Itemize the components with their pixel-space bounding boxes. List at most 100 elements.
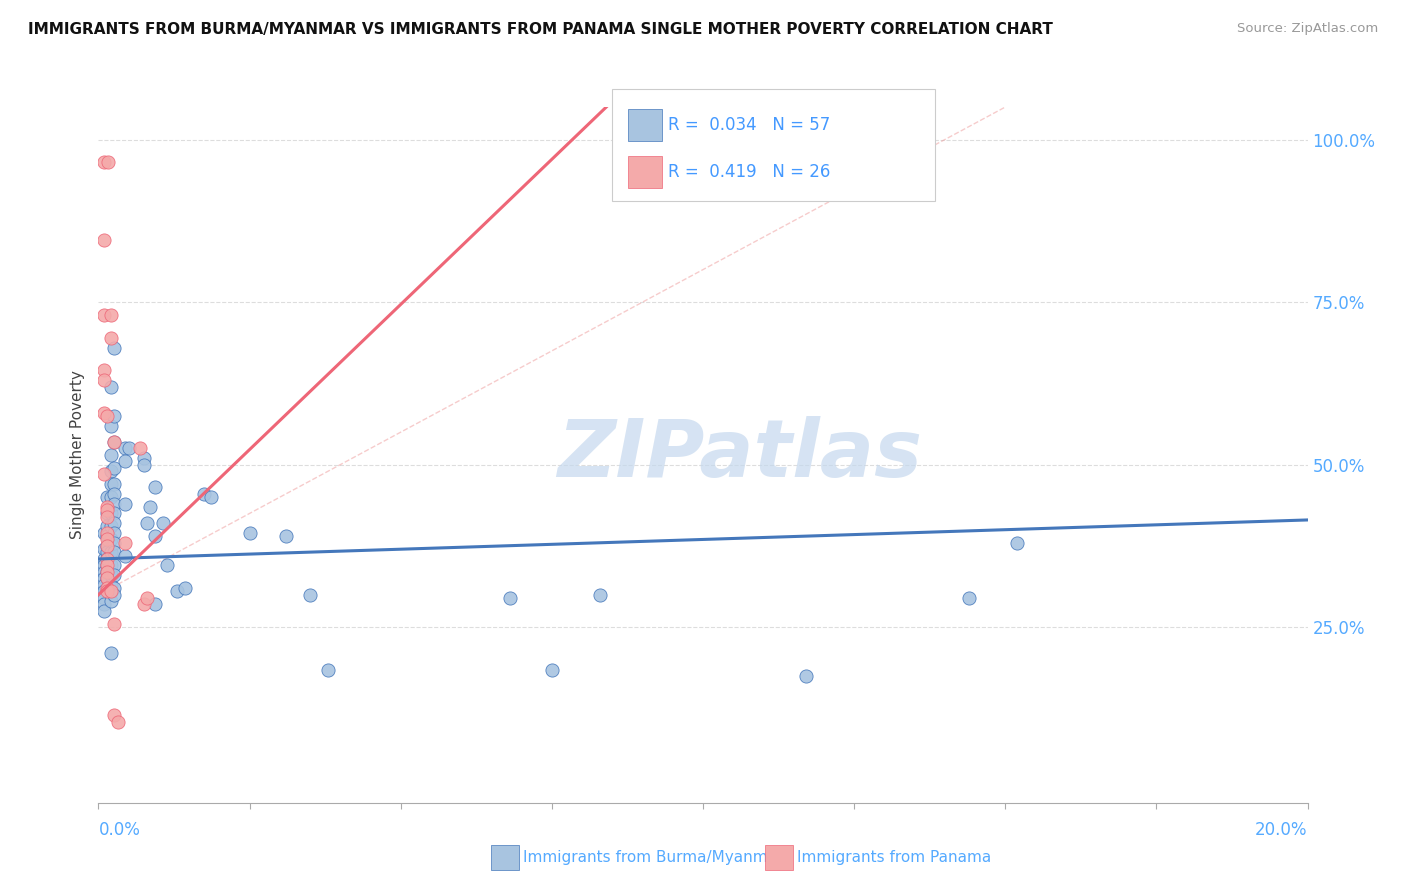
- Point: [103, 497, 125, 511]
- Text: Source: ZipAtlas.com: Source: ZipAtlas.com: [1237, 22, 1378, 36]
- Point: [114, 454, 136, 468]
- Point: [93, 467, 115, 482]
- Point: [103, 617, 125, 632]
- Point: [316, 663, 339, 677]
- Point: [93, 373, 115, 387]
- Point: [135, 591, 157, 605]
- Point: [174, 581, 197, 595]
- Point: [96, 529, 118, 543]
- Point: [100, 584, 122, 599]
- Point: [274, 529, 297, 543]
- Point: [93, 584, 115, 599]
- Point: [103, 545, 125, 559]
- Point: [93, 604, 115, 618]
- Point: [96, 509, 118, 524]
- Point: [103, 708, 125, 723]
- Point: [114, 497, 136, 511]
- Point: [96, 552, 118, 566]
- Point: [100, 578, 122, 592]
- Text: ZIPatlas: ZIPatlas: [557, 416, 922, 494]
- Point: [96, 584, 118, 599]
- Point: [114, 442, 136, 456]
- Point: [100, 568, 122, 582]
- Point: [96, 565, 118, 579]
- Point: [100, 477, 122, 491]
- Point: [93, 525, 115, 540]
- Point: [128, 442, 150, 456]
- Point: [100, 331, 122, 345]
- Point: [96, 558, 118, 573]
- Point: [135, 516, 157, 531]
- Text: R =  0.419   N = 26: R = 0.419 N = 26: [668, 163, 830, 181]
- Point: [93, 578, 115, 592]
- Point: [93, 598, 115, 612]
- Point: [100, 584, 122, 599]
- Point: [100, 545, 122, 559]
- Point: [100, 379, 122, 393]
- Point: [143, 529, 166, 543]
- Y-axis label: Single Mother Poverty: Single Mother Poverty: [70, 370, 86, 540]
- Point: [139, 500, 162, 514]
- Point: [166, 584, 188, 599]
- Point: [103, 588, 125, 602]
- Point: [93, 591, 115, 605]
- Point: [93, 572, 115, 586]
- Point: [96, 500, 118, 514]
- Point: [96, 503, 118, 517]
- Point: [103, 516, 125, 531]
- Point: [93, 308, 115, 322]
- Point: [96, 572, 118, 586]
- Point: [93, 542, 115, 557]
- Point: [96, 507, 118, 521]
- Point: [100, 507, 122, 521]
- Point: [100, 594, 122, 608]
- Point: [103, 487, 125, 501]
- Point: [96, 581, 118, 595]
- Text: R =  0.034   N = 57: R = 0.034 N = 57: [668, 116, 830, 134]
- Point: [100, 490, 122, 504]
- Point: [143, 480, 166, 494]
- Point: [114, 535, 136, 549]
- Point: [156, 558, 179, 573]
- Point: [239, 525, 262, 540]
- Point: [299, 588, 322, 602]
- Point: [1007, 535, 1029, 549]
- Point: [96, 490, 118, 504]
- Point: [103, 507, 125, 521]
- Point: [143, 598, 166, 612]
- Point: [93, 558, 115, 573]
- Point: [103, 568, 125, 582]
- Text: Immigrants from Panama: Immigrants from Panama: [797, 850, 991, 864]
- Point: [96, 539, 118, 553]
- Point: [103, 409, 125, 423]
- Point: [134, 598, 156, 612]
- Point: [100, 646, 122, 660]
- Point: [100, 418, 122, 433]
- Point: [134, 458, 156, 472]
- Point: [152, 516, 174, 531]
- Point: [100, 464, 122, 478]
- Text: 0.0%: 0.0%: [98, 821, 141, 838]
- Point: [93, 363, 115, 377]
- Point: [107, 714, 129, 729]
- Point: [96, 558, 118, 573]
- Point: [103, 525, 125, 540]
- Point: [103, 461, 125, 475]
- Point: [193, 487, 215, 501]
- Point: [100, 558, 122, 573]
- Point: [93, 565, 115, 579]
- Point: [96, 519, 118, 533]
- Point: [103, 535, 125, 549]
- Point: [96, 539, 118, 553]
- Point: [498, 591, 520, 605]
- Point: [96, 409, 118, 423]
- Point: [114, 549, 136, 563]
- Text: Immigrants from Burma/Myanmar: Immigrants from Burma/Myanmar: [523, 850, 783, 864]
- Point: [134, 451, 156, 466]
- Point: [96, 572, 118, 586]
- Point: [589, 588, 612, 602]
- Point: [96, 533, 118, 547]
- Point: [100, 448, 122, 462]
- Point: [118, 442, 141, 456]
- Point: [103, 581, 125, 595]
